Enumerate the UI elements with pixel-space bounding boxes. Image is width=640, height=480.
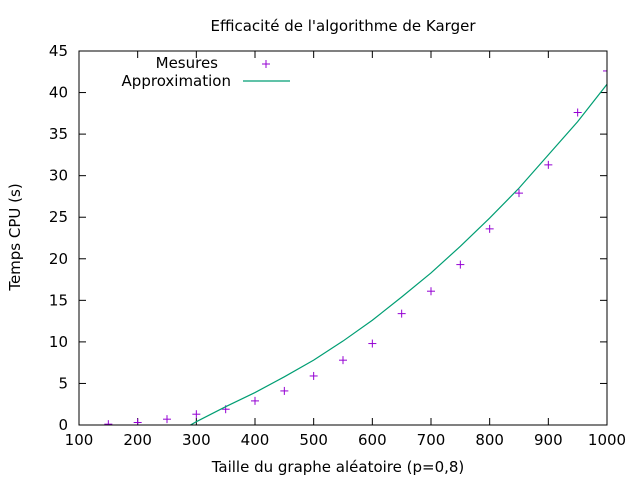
x-tick-label: 600 bbox=[358, 431, 387, 449]
y-tick-label: 35 bbox=[49, 125, 68, 143]
approximation-curve bbox=[190, 83, 607, 425]
data-point bbox=[339, 356, 347, 365]
y-tick-label: 0 bbox=[58, 416, 68, 434]
series-layer bbox=[79, 66, 607, 425]
legend-marker-mesures bbox=[262, 60, 270, 68]
data-point bbox=[397, 309, 406, 318]
y-tick-label: 45 bbox=[49, 42, 68, 60]
legend-label-mesures: Mesures bbox=[156, 54, 219, 72]
series-mesures bbox=[79, 66, 607, 425]
series-approximation bbox=[190, 83, 607, 425]
data-point bbox=[133, 418, 142, 425]
data-point bbox=[309, 371, 318, 380]
data-point bbox=[104, 420, 113, 425]
data-point bbox=[427, 287, 435, 296]
y-axis-label: Temps CPU (s) bbox=[6, 183, 24, 291]
y-tick-label: 5 bbox=[58, 374, 68, 392]
data-point bbox=[192, 410, 201, 419]
x-tick-label: 300 bbox=[182, 431, 211, 449]
x-tick-label: 100 bbox=[65, 431, 94, 449]
data-point bbox=[251, 396, 259, 405]
x-tick-label: 1000 bbox=[588, 431, 626, 449]
x-tick-label: 500 bbox=[299, 431, 328, 449]
y-tick-label: 30 bbox=[49, 167, 68, 185]
data-point bbox=[573, 108, 582, 117]
data-point bbox=[603, 66, 607, 75]
y-tick-label: 40 bbox=[49, 84, 68, 102]
x-tick-label: 800 bbox=[475, 431, 504, 449]
data-point bbox=[163, 415, 171, 424]
plot-frame bbox=[78, 50, 608, 426]
y-tick-label: 25 bbox=[49, 208, 68, 226]
data-point bbox=[368, 339, 377, 348]
ticks-layer: 100 200 300 400 500 600 700 800 900 1000 0 5 10 15 20 2… bbox=[49, 42, 626, 449]
legend: Mesures Approximation bbox=[122, 54, 290, 90]
data-point bbox=[280, 386, 289, 395]
legend-label-approximation: Approximation bbox=[122, 72, 231, 90]
data-point bbox=[456, 260, 465, 269]
chart-title: Efficacité de l'algorithme de Karger bbox=[210, 17, 476, 35]
x-tick-label: 900 bbox=[534, 431, 563, 449]
data-point bbox=[544, 160, 553, 169]
data-point bbox=[515, 189, 523, 198]
data-point bbox=[485, 224, 494, 233]
y-tick-label: 20 bbox=[49, 250, 68, 268]
x-axis-label: Taille du graphe aléatoire (p=0,8) bbox=[211, 458, 465, 476]
y-tick-label: 15 bbox=[49, 291, 68, 309]
x-tick-label: 200 bbox=[123, 431, 152, 449]
y-tick-label: 10 bbox=[49, 333, 68, 351]
x-tick-label: 700 bbox=[417, 431, 446, 449]
x-tick-label: 400 bbox=[241, 431, 270, 449]
